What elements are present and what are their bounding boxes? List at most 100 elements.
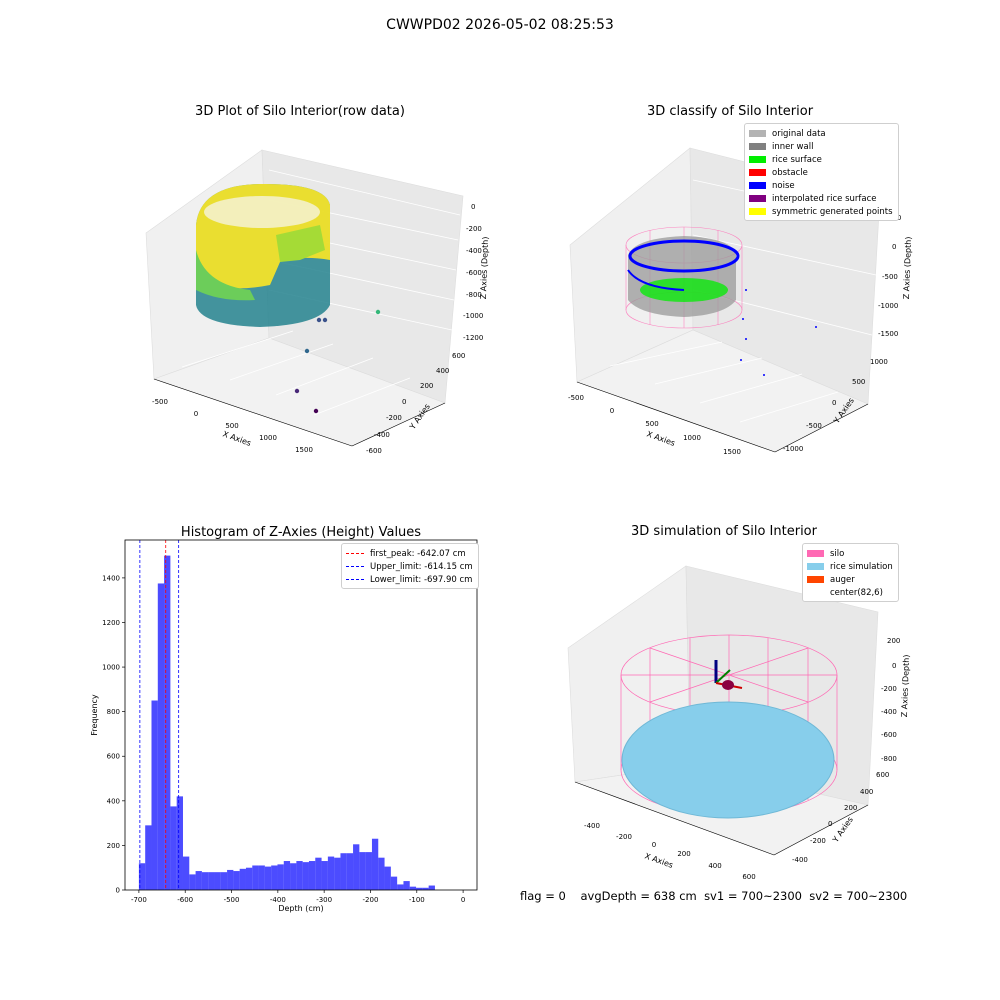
histogram-title: Histogram of Z-Axies (Height) Values bbox=[181, 525, 421, 540]
histogram-xlabel: Depth (cm) bbox=[278, 904, 323, 913]
raw-ytick: 400 bbox=[436, 367, 449, 375]
legend-swatch bbox=[749, 130, 766, 137]
classify-ytick: -1000 bbox=[783, 445, 803, 453]
simulation-zticks: 200 0 -200 -400 -600 -800 bbox=[881, 637, 900, 763]
simulation-ztick: 200 bbox=[887, 637, 900, 645]
legend-item-upper-limit: Upper_limit: -614.15 cm bbox=[346, 560, 473, 573]
simulation-xtick: 600 bbox=[742, 873, 755, 881]
legend-item-inner-wall: inner wall bbox=[749, 140, 893, 153]
classify-xtick: -500 bbox=[568, 394, 584, 402]
simulation-3d-plot: -400 -200 0 200 400 600 X Axies 600 400 … bbox=[567, 565, 911, 881]
raw-ytick: 0 bbox=[402, 398, 406, 406]
raw-ytick: -200 bbox=[386, 414, 402, 422]
legend-swatch bbox=[807, 563, 824, 570]
histogram-ytick-label: 1000 bbox=[102, 664, 120, 672]
raw-xlabel: X Axies bbox=[221, 429, 252, 448]
simulation-xtick: -400 bbox=[584, 822, 600, 830]
classify-legend: original data inner wall rice surface ob… bbox=[744, 123, 899, 221]
histogram-bar bbox=[359, 852, 366, 890]
histogram-bar bbox=[384, 866, 391, 890]
legend-item-rice-surface: rice surface bbox=[749, 153, 893, 166]
simulation-xtick: 400 bbox=[708, 862, 721, 870]
raw-ztick: -600 bbox=[466, 269, 482, 277]
histogram-bar bbox=[271, 865, 278, 890]
classify-yticks: -1000 -500 0 500 1000 bbox=[783, 358, 888, 453]
simulation-ytick: 600 bbox=[876, 771, 889, 779]
histogram-bar bbox=[170, 806, 177, 890]
histogram-bar bbox=[302, 862, 309, 890]
simulation-ztick: -800 bbox=[881, 755, 897, 763]
legend-swatch bbox=[807, 576, 824, 583]
raw-ztick: -200 bbox=[466, 225, 482, 233]
legend-swatch bbox=[749, 156, 766, 163]
avg-depth-text: avgDepth = 638 cm bbox=[580, 889, 697, 903]
histogram-xtick-label: -500 bbox=[224, 896, 240, 904]
simulation-ytick: 0 bbox=[828, 820, 832, 828]
histogram-ytick-label: 600 bbox=[107, 753, 120, 761]
raw-ytick: -400 bbox=[374, 431, 390, 439]
histogram-bar bbox=[390, 876, 398, 890]
legend-item-symmetric: symmetric generated points bbox=[749, 205, 893, 218]
legend-item-auger: auger bbox=[807, 573, 893, 586]
histogram-bar bbox=[189, 874, 196, 890]
histogram-bar bbox=[138, 863, 146, 890]
classify-ytick: 500 bbox=[852, 378, 865, 386]
histogram-bar bbox=[346, 853, 354, 890]
legend-item-obstacle: obstacle bbox=[749, 166, 893, 179]
histogram-xtick-label: -400 bbox=[270, 896, 286, 904]
histogram-bar bbox=[403, 881, 410, 890]
sv2-text: sv2 = 700~2300 bbox=[809, 889, 908, 903]
classify-xticks: -500 0 500 1000 1500 bbox=[568, 394, 741, 456]
legend-swatch bbox=[749, 182, 766, 189]
classify-xtick: 0 bbox=[610, 407, 614, 415]
histogram-ytick-label: 1400 bbox=[102, 574, 120, 582]
raw-3d-plot: -500 0 500 1000 1500 X Axies -600 -400 -… bbox=[145, 149, 490, 455]
histogram-xtick-label: -600 bbox=[177, 896, 193, 904]
simulation-xlabel: X Axies bbox=[643, 851, 674, 870]
histogram-bar bbox=[371, 838, 379, 890]
simulation-ytick: 200 bbox=[844, 804, 857, 812]
raw-xtick: 1000 bbox=[259, 434, 277, 442]
simulation-ztick: 0 bbox=[892, 662, 896, 670]
classify-3d-plot: -500 0 500 1000 1500 X Axies -1000 -500 … bbox=[568, 147, 913, 456]
classify-ztick: 0 bbox=[892, 243, 896, 251]
histogram-bar bbox=[416, 887, 423, 890]
legend-item-center: center(82,6) bbox=[807, 586, 893, 599]
histogram-ytick-label: 200 bbox=[107, 842, 120, 850]
simulation-zlabel: Z Axies (Depth) bbox=[900, 654, 911, 717]
raw-ytick: 600 bbox=[452, 352, 465, 360]
legend-item-original-data: original data bbox=[749, 127, 893, 140]
raw-ztick: 0 bbox=[471, 203, 475, 211]
classify-points bbox=[627, 236, 817, 376]
histogram-xtick-label: -200 bbox=[363, 896, 379, 904]
raw-ztick: -1000 bbox=[463, 312, 483, 320]
histogram-xticks: -700 -600 -500 -400 -300 -200 -100 0 bbox=[131, 890, 465, 904]
raw-ytick: -600 bbox=[366, 447, 382, 455]
legend-swatch bbox=[749, 169, 766, 176]
histogram-xtick-label: 0 bbox=[461, 896, 465, 904]
histogram-xtick-label: -300 bbox=[316, 896, 332, 904]
classify-ytick: 1000 bbox=[870, 358, 888, 366]
raw-xtick: 0 bbox=[194, 410, 198, 418]
raw-ytick: 200 bbox=[420, 382, 433, 390]
histogram-bar bbox=[308, 861, 316, 890]
auger-marker bbox=[714, 660, 743, 690]
raw-outliers bbox=[294, 309, 381, 414]
histogram-bar bbox=[201, 872, 209, 890]
histogram-ylabel: Frequency bbox=[90, 694, 99, 736]
histogram-bar bbox=[145, 825, 152, 890]
histogram-bar bbox=[365, 852, 372, 890]
raw-ztick: -1200 bbox=[463, 334, 483, 342]
classify-zticks: 500 0 -500 -1000 -1500 bbox=[878, 214, 901, 338]
histogram-bar bbox=[220, 872, 228, 890]
histogram-bar bbox=[290, 863, 297, 890]
histogram-bar bbox=[182, 856, 190, 890]
flag-text: flag = 0 bbox=[520, 889, 566, 903]
histogram-ytick-label: 400 bbox=[107, 797, 120, 805]
legend-item-lower-limit: Lower_limit: -697.90 cm bbox=[346, 573, 473, 586]
legend-item-noise: noise bbox=[749, 179, 893, 192]
simulation-ytick: 400 bbox=[860, 788, 873, 796]
classify-ytick: -500 bbox=[806, 422, 822, 430]
histogram-bar bbox=[397, 884, 404, 890]
histogram-bar bbox=[214, 872, 221, 890]
